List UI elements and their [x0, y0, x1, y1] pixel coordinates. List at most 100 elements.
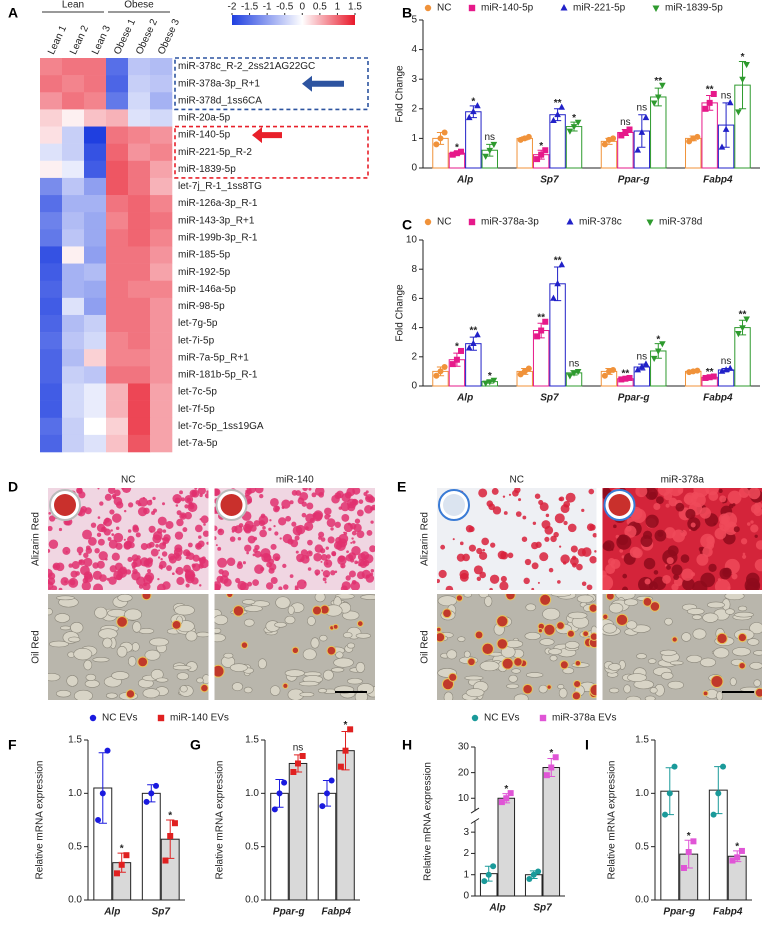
row-label: let-7a-5p	[178, 438, 218, 449]
data-point	[482, 153, 489, 160]
data-point	[710, 811, 717, 818]
stain	[320, 554, 328, 561]
stain	[537, 581, 540, 584]
data-point	[437, 368, 444, 375]
y-tick-label: 8	[411, 264, 417, 275]
x-tick-label: Fabp4	[703, 175, 733, 186]
cell	[649, 687, 658, 694]
cell	[98, 628, 118, 640]
x-tick-label: Ppar-g	[663, 907, 695, 918]
cell	[274, 621, 287, 628]
cell	[525, 603, 537, 612]
stain	[162, 537, 170, 544]
y-tick-label: 1	[463, 869, 469, 880]
stain	[182, 527, 188, 533]
y-tick-label: 4	[411, 322, 417, 333]
row-label: miR-181b-5p_R-1	[178, 370, 258, 381]
stain	[602, 541, 611, 551]
cell	[284, 615, 296, 625]
stain	[677, 488, 684, 494]
stain	[272, 553, 281, 562]
heatmap-cell	[106, 109, 129, 127]
lipid	[588, 603, 597, 613]
stain	[132, 525, 140, 533]
heatmap-cell	[128, 263, 151, 281]
cell	[463, 650, 471, 658]
stain	[369, 545, 375, 553]
stain	[502, 495, 506, 498]
stain	[161, 551, 168, 557]
cell	[627, 673, 647, 682]
heatmap-cell	[84, 109, 107, 127]
data-point	[659, 341, 666, 348]
stain	[740, 538, 748, 545]
stain	[746, 522, 751, 526]
heatmap-cell	[128, 434, 151, 453]
lipid	[214, 664, 225, 678]
cell	[686, 654, 703, 663]
stain	[111, 552, 120, 561]
data-point	[271, 806, 278, 813]
heatmap-cell	[62, 297, 85, 316]
cell	[333, 657, 354, 668]
stain	[368, 496, 375, 503]
stain	[114, 489, 121, 497]
stain	[278, 517, 287, 526]
heatmap-cell	[150, 263, 173, 281]
cell	[111, 671, 130, 680]
bar	[336, 750, 355, 901]
row-label: miR-1839-5p	[178, 164, 236, 175]
heatmap-cell	[150, 314, 173, 333]
heatmap-cell	[84, 349, 107, 367]
y-tick-label: 0.0	[635, 895, 649, 906]
stain	[588, 488, 595, 495]
highlight-box	[174, 57, 369, 111]
stain	[341, 565, 344, 568]
stain	[84, 573, 94, 583]
stain	[204, 493, 209, 499]
stain	[48, 525, 53, 532]
stain	[330, 527, 334, 531]
stain	[497, 550, 507, 560]
data-point	[550, 116, 557, 124]
stain	[183, 564, 191, 573]
stain	[48, 548, 51, 553]
data-point	[702, 105, 709, 112]
significance: *	[488, 371, 492, 382]
stain	[680, 554, 690, 563]
heatmap-cell	[40, 400, 63, 419]
data-point	[319, 803, 326, 810]
stain	[110, 529, 113, 532]
cell	[479, 660, 500, 672]
lipid	[448, 672, 458, 682]
stain	[708, 563, 717, 572]
stain	[252, 579, 259, 586]
lipid	[232, 605, 245, 617]
stain	[108, 539, 118, 549]
data-point	[99, 790, 106, 797]
data-point	[113, 870, 120, 877]
heatmap-cell	[84, 143, 107, 162]
stain	[206, 541, 209, 545]
heatmap-cell	[128, 400, 151, 419]
stain	[476, 576, 482, 581]
cell	[56, 595, 75, 601]
error-bar	[738, 60, 747, 110]
heatmap-cell	[62, 92, 85, 110]
y-tick-label: 2	[463, 848, 469, 859]
stain	[359, 560, 368, 569]
stain	[145, 559, 149, 564]
significance: *	[168, 811, 172, 822]
significance: **	[739, 309, 747, 320]
lipid	[437, 626, 442, 633]
heatmap-cell	[84, 246, 107, 264]
dish-stain	[54, 494, 76, 516]
heatmap-cell	[128, 349, 151, 367]
significance: ns	[569, 358, 580, 369]
cell	[66, 675, 79, 687]
panel-letter: G	[190, 737, 201, 753]
stain	[518, 498, 522, 502]
data-point	[441, 364, 448, 371]
stain	[96, 560, 105, 569]
stain	[168, 553, 176, 561]
